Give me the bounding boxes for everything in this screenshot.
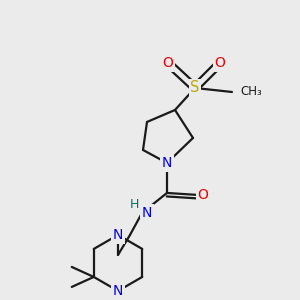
Text: N: N <box>142 206 152 220</box>
Text: O: O <box>198 188 208 202</box>
Text: O: O <box>214 56 225 70</box>
Text: N: N <box>113 284 123 298</box>
Text: H: H <box>129 199 139 212</box>
Text: N: N <box>162 156 172 170</box>
Text: CH₃: CH₃ <box>240 85 262 98</box>
Text: O: O <box>163 56 173 70</box>
Text: N: N <box>113 228 123 242</box>
Text: S: S <box>190 80 200 95</box>
